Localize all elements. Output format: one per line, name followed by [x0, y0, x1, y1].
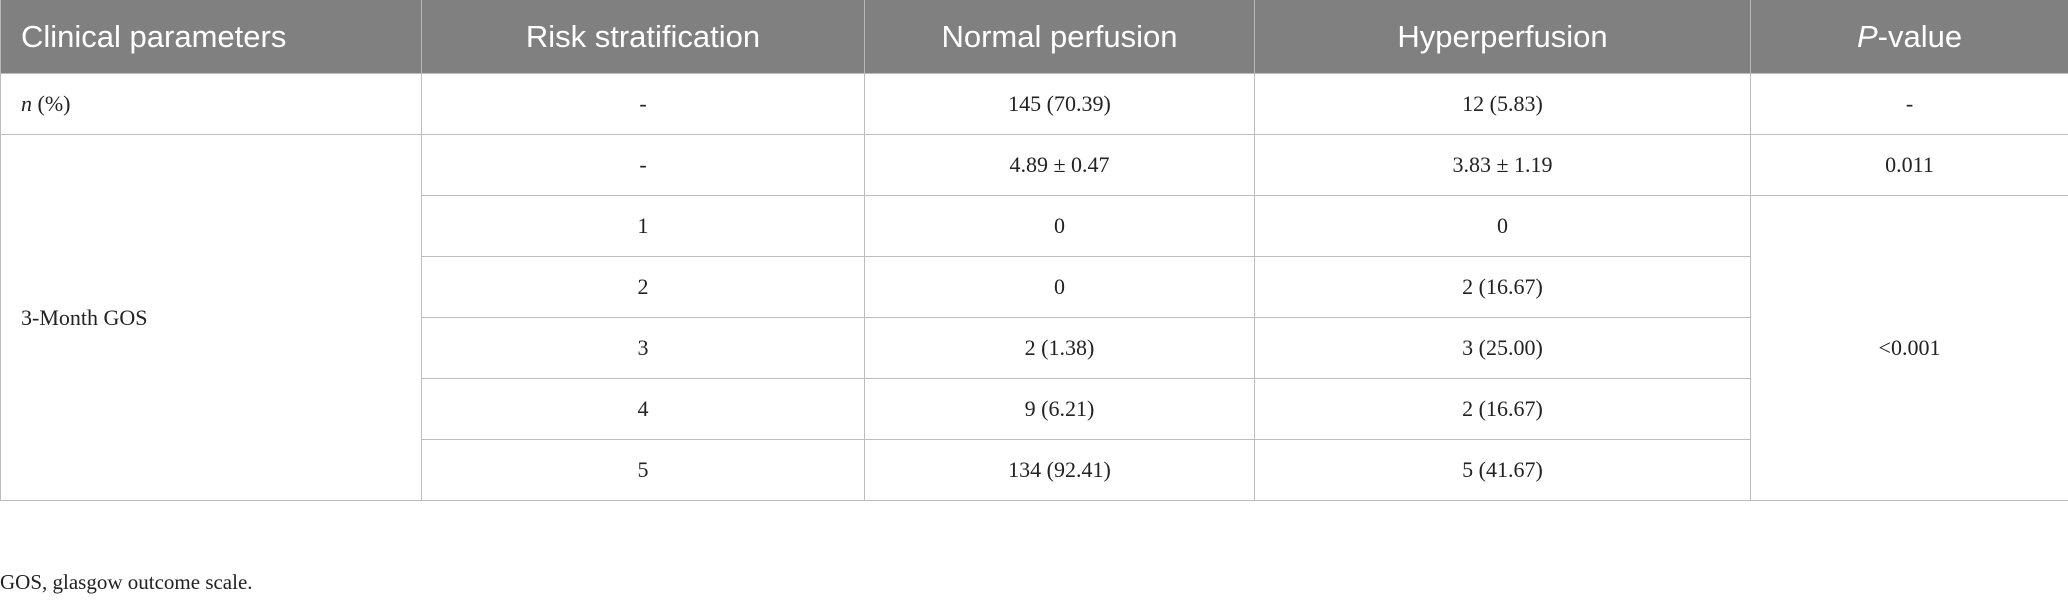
row: 5 134 (92.41) 5 (41.67) — [1, 439, 2068, 501]
header-cell: Normal perfusion — [864, 0, 1255, 74]
row: 3-Month GOS - 4.89 ± 0.47 3.83 ± 1.19 0.… — [0, 134, 2068, 501]
cell: - — [421, 73, 865, 135]
cell: 3-Month GOS — [0, 134, 422, 501]
cell: - — [1750, 73, 2068, 135]
cell: 1 — [421, 195, 865, 257]
cell: 0 — [1254, 195, 1751, 257]
row: 2 0 2 (16.67) — [1, 256, 2068, 318]
row: n (%) - 145 (70.39) 12 (5.83) - — [0, 73, 2068, 135]
cell: 0.011 — [1750, 134, 2068, 196]
header-cell: P-value — [1750, 0, 2068, 74]
header-row: Clinical parameters Risk stratification … — [0, 0, 2068, 74]
header-cell: Hyperperfusion — [1254, 0, 1751, 74]
cell: 9 (6.21) — [864, 378, 1255, 440]
cell: 2 (16.67) — [1254, 256, 1751, 318]
cell: 2 — [421, 256, 865, 318]
cell: 4 — [421, 378, 865, 440]
cell: - — [421, 134, 865, 196]
data-table: Clinical parameters Risk stratification … — [0, 0, 2068, 501]
footnote: GOS, glasgow outcome scale. — [0, 570, 253, 594]
cell: 134 (92.41) — [864, 439, 1255, 501]
cell: 5 — [421, 439, 865, 501]
cell-text: n — [21, 91, 32, 116]
cell: 5 (41.67) — [1254, 439, 1751, 501]
cell: 3 — [421, 317, 865, 379]
cell: 3 (25.00) — [1254, 317, 1751, 379]
cell: 0 — [864, 256, 1255, 318]
row: 4 9 (6.21) 2 (16.67) — [1, 378, 2068, 440]
cell: 4.89 ± 0.47 — [864, 134, 1255, 196]
cell: <0.001 — [1750, 195, 2068, 501]
cell: 2 (1.38) — [864, 317, 1255, 379]
cell: 0 — [864, 195, 1255, 257]
cell: 12 (5.83) — [1254, 73, 1751, 135]
header-cell: Clinical parameters — [0, 0, 422, 74]
header-cell: Risk stratification — [421, 0, 865, 74]
header-text: -value — [1877, 18, 1963, 54]
row: 1 0 0 <0.001 — [1, 195, 2068, 501]
cell: 145 (70.39) — [864, 73, 1255, 135]
cell-text: (%) — [32, 91, 71, 116]
cell: 3.83 ± 1.19 — [1254, 134, 1751, 196]
cell: 2 (16.67) — [1254, 378, 1751, 440]
header-text: P — [1856, 18, 1878, 54]
cell: n (%) — [0, 73, 422, 135]
